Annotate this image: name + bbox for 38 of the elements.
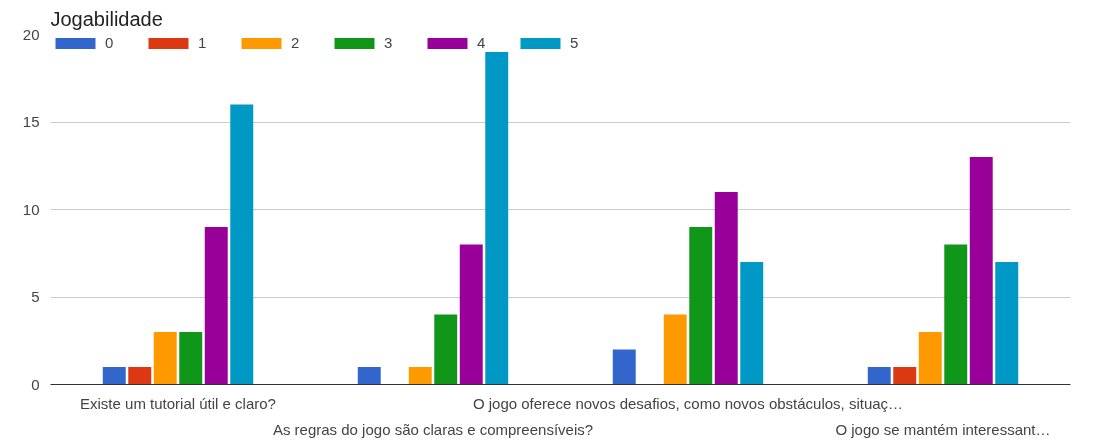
bar: [663, 314, 687, 385]
bar: [434, 314, 458, 385]
x-tick-label: As regras do jogo são claras e compreensíveis?: [272, 420, 594, 438]
bar: [459, 244, 483, 385]
legend-label: 3: [384, 34, 394, 51]
bar: [485, 52, 509, 385]
bar: [128, 367, 152, 385]
y-tick-label: 0: [31, 375, 40, 393]
legend-label: 0: [105, 34, 115, 51]
x-tick-label: O jogo oferece novos desafios, como novos obstáculos, situaç…: [472, 394, 904, 412]
bar: [944, 244, 968, 385]
x-tick-label: Existe um tutorial útil e claro?: [80, 394, 276, 412]
bar: [612, 349, 636, 385]
legend-label: 5: [570, 34, 580, 51]
chart-title: Jogabilidade: [50, 7, 163, 30]
bar: [408, 367, 432, 385]
bar: [357, 367, 381, 385]
y-tick-label: 10: [22, 200, 40, 218]
bar: [867, 367, 891, 385]
y-tick-label: 15: [22, 113, 40, 130]
bar: [153, 332, 177, 385]
bar: [740, 262, 764, 385]
bar: [714, 192, 738, 385]
bar: [918, 332, 942, 385]
legend-label: 1: [198, 34, 208, 51]
y-tick-label: 20: [22, 25, 40, 43]
bar: [204, 227, 228, 385]
bar: [102, 367, 126, 385]
bar: [179, 332, 203, 385]
y-tick-label: 5: [31, 288, 40, 305]
bar: [893, 367, 917, 385]
legend-label: 4: [477, 34, 487, 51]
x-tick-label: O jogo se mantém interessant…: [835, 420, 1051, 438]
bar: [969, 157, 993, 385]
bar: [230, 104, 254, 385]
bar: [995, 262, 1019, 385]
bar: [689, 227, 713, 385]
legend-label: 2: [291, 34, 301, 51]
